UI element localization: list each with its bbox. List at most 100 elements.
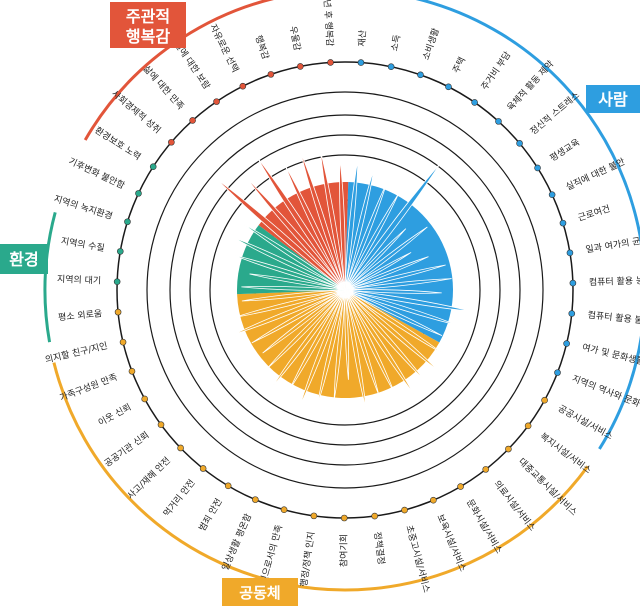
petal-환경-0	[241, 285, 346, 291]
petal-공동체-6	[344, 289, 367, 410]
petal-사람-1	[344, 168, 375, 291]
petal-공동체-2	[344, 289, 426, 382]
marker-4	[471, 99, 478, 106]
petal-공동체-14	[262, 289, 346, 354]
category-label-9: 근로여건	[576, 202, 611, 223]
group-label-people: 사람	[586, 85, 640, 113]
marker-12	[568, 310, 576, 317]
category-label-15: 공공시설/서비스	[556, 403, 615, 442]
marker-22	[371, 512, 378, 520]
petal-공동체-7	[344, 289, 350, 380]
group-label-environment-text: 환경	[9, 250, 38, 269]
category-label-5: 육체적 활동 제약	[504, 58, 556, 113]
marker-39	[149, 163, 157, 171]
petal-사람-10	[344, 278, 452, 291]
petal-주관적 행복감-4	[300, 151, 346, 291]
marker-45	[296, 63, 304, 70]
category-label-16: 복지시설/서비스	[538, 431, 594, 476]
petal-공동체-18	[241, 289, 346, 302]
grid-ring-4	[169, 114, 521, 466]
marker-23	[340, 514, 348, 522]
marker-36	[116, 248, 124, 255]
category-label-41: 삶에 대한 만족	[141, 64, 186, 113]
petal-환경-2	[232, 254, 346, 291]
group-label-environment: 환경	[0, 244, 48, 274]
marker-46	[327, 59, 334, 66]
category-label-1: 소득	[389, 34, 403, 52]
marker-14	[554, 369, 561, 376]
category-label-0: 재산	[357, 30, 369, 47]
petal-주관적 행복감-0	[216, 178, 346, 291]
marker-6	[516, 140, 523, 147]
marker-40	[168, 138, 175, 146]
marker-26	[252, 496, 259, 503]
category-label-33: 의지할 친구/지인	[44, 340, 109, 365]
marker-24	[310, 512, 318, 520]
category-label-40: 사회경제적 성취	[109, 87, 163, 136]
marker-43	[239, 82, 247, 90]
marker-8	[548, 191, 556, 198]
category-label-27: 범죄 안전	[197, 497, 225, 534]
petal-공동체-10	[299, 289, 346, 407]
petal-사람-13	[344, 289, 458, 326]
marker-15	[541, 396, 548, 404]
marker-20	[430, 496, 437, 504]
category-label-23: 참여기회	[338, 534, 350, 567]
category-label-36: 지역의 수질	[60, 235, 106, 254]
marker-38	[135, 190, 142, 197]
category-markers	[113, 59, 577, 522]
marker-33	[119, 338, 127, 346]
category-label-12: 컴퓨터 활용 불안감	[587, 309, 640, 328]
petal-사람-5	[344, 228, 407, 291]
category-label-26: 일상생활 평온함	[219, 512, 254, 573]
petal-주관적 행복감-5	[319, 150, 346, 291]
marker-5	[495, 118, 502, 125]
petal-사람-2	[344, 183, 387, 291]
petal-주관적 행복감-6	[339, 158, 346, 291]
category-label-11: 컴퓨터 활용 능숙	[589, 274, 640, 288]
marker-42	[213, 98, 220, 105]
grid-ring-3	[189, 134, 501, 446]
marker-27	[224, 482, 232, 490]
category-label-29: 사고/재해 안전	[125, 455, 173, 501]
category-label-32: 가족구성원 만족	[58, 372, 119, 404]
marker-16	[524, 422, 532, 430]
grid-ring-5	[146, 91, 544, 489]
petal-공동체-9	[317, 289, 346, 405]
category-label-3: 주택	[451, 55, 468, 75]
category-label-10: 일과 여가의 균형	[585, 233, 640, 255]
category-label-38: 기후변화 불안함	[67, 156, 127, 192]
category-label-31: 이웃 신뢰	[96, 402, 133, 429]
category-label-8: 실직에 대한 불안	[564, 156, 626, 193]
marker-28	[199, 465, 207, 472]
petal-공동체-17	[234, 289, 346, 318]
category-label-22: 정책결정	[371, 531, 387, 565]
marker-34	[114, 308, 122, 316]
marker-10	[566, 249, 574, 257]
category-label-14: 지역의 역사와 문화	[570, 372, 640, 409]
petal-사람-9	[344, 264, 446, 291]
petal-환경-4	[243, 223, 346, 291]
group-label-happiness-line1: 주관적	[126, 7, 170, 26]
category-label-34: 평소 외로움	[57, 307, 102, 323]
category-label-4: 주거비 부담	[478, 49, 513, 92]
petal-공동체-3	[344, 289, 415, 394]
petal-사람-14	[344, 289, 443, 336]
category-label-24: 행정/정책 인지	[298, 531, 317, 588]
petal-사람-0	[344, 159, 359, 291]
marker-17	[505, 445, 512, 453]
marker-25	[280, 506, 288, 514]
category-label-6: 정신적 스트레스	[528, 89, 582, 137]
petal-공동체-13	[266, 289, 346, 369]
petal-사람-11	[344, 289, 442, 294]
category-label-43: 자유로운 선택	[207, 22, 240, 74]
marker-29	[177, 444, 184, 452]
marker-44	[267, 71, 275, 78]
petal-공동체-12	[271, 289, 346, 387]
group-label-happiness: 주관적 행복감	[110, 2, 186, 48]
arc-environment	[43, 211, 57, 343]
marker-7	[534, 164, 541, 172]
marker-41	[189, 117, 196, 124]
category-label-35: 지역의 대기	[57, 274, 102, 287]
